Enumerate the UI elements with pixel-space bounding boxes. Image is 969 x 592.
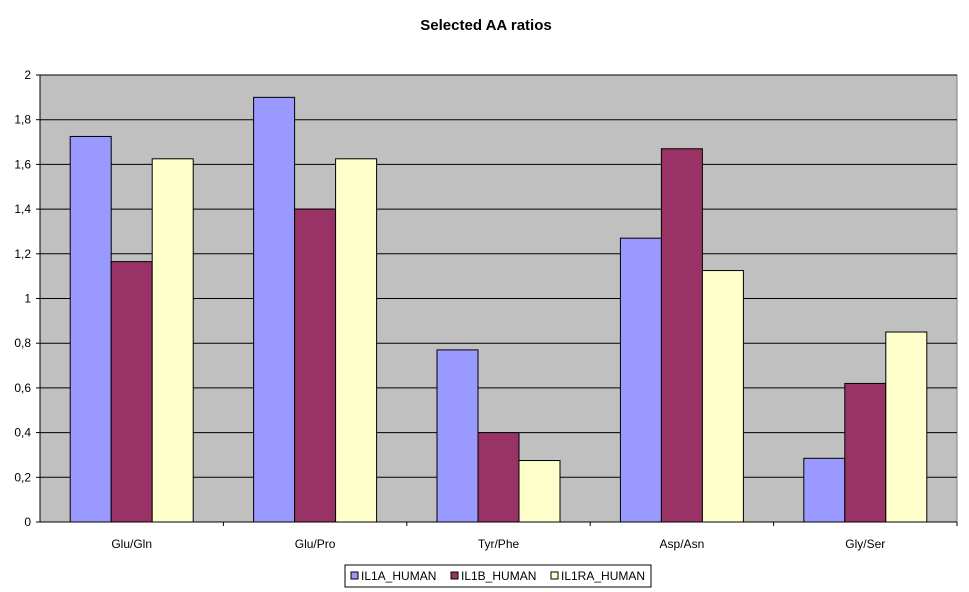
bar-il1a-human-asp-asn bbox=[619, 237, 662, 523]
y-tick-label: 0,8 bbox=[14, 336, 31, 350]
legend-swatch bbox=[450, 571, 459, 580]
bar-il1a-human-tyr-phe bbox=[436, 349, 479, 523]
legend-swatch bbox=[550, 571, 559, 580]
chart-title: Selected AA ratios bbox=[420, 17, 551, 34]
x-category-label: Glu/Pro bbox=[295, 537, 336, 551]
bar-il1ra-human-glu-gln bbox=[151, 158, 194, 523]
y-tick-label: 0,6 bbox=[14, 381, 31, 395]
y-tick-label: 2 bbox=[24, 68, 31, 82]
y-tick-label: 1,8 bbox=[14, 113, 31, 127]
x-category-label: Gly/Ser bbox=[845, 537, 885, 551]
y-tick-label: 1,4 bbox=[14, 202, 31, 216]
bar-il1b-human-glu-gln bbox=[110, 261, 153, 523]
legend-swatch bbox=[350, 571, 359, 580]
bar-il1ra-human-asp-asn bbox=[701, 270, 744, 523]
bar-il1b-human-asp-asn bbox=[660, 148, 703, 523]
y-tick-label: 0,4 bbox=[14, 426, 31, 440]
y-tick-label: 1,6 bbox=[14, 157, 31, 171]
x-category-label: Glu/Gln bbox=[111, 537, 152, 551]
x-category-label: Tyr/Phe bbox=[478, 537, 520, 551]
bar-il1ra-human-gly-ser bbox=[885, 331, 928, 523]
x-category-label: Asp/Asn bbox=[660, 537, 705, 551]
legend-label: IL1B_HUMAN bbox=[461, 569, 536, 583]
bar-il1b-human-glu-pro bbox=[294, 208, 337, 523]
bar-il1b-human-tyr-phe bbox=[477, 432, 520, 523]
y-tick-label: 0 bbox=[24, 515, 31, 529]
y-tick-label: 0,2 bbox=[14, 470, 31, 484]
legend-label: IL1RA_HUMAN bbox=[561, 569, 645, 583]
legend-label: IL1A_HUMAN bbox=[361, 569, 436, 583]
bar-il1b-human-gly-ser bbox=[844, 382, 887, 523]
bar-il1a-human-glu-gln bbox=[69, 135, 112, 523]
bar-il1a-human-glu-pro bbox=[253, 96, 296, 523]
legend bbox=[344, 564, 652, 588]
bar-il1ra-human-tyr-phe bbox=[518, 460, 561, 523]
bar-il1ra-human-glu-pro bbox=[335, 158, 378, 523]
bar-il1a-human-gly-ser bbox=[803, 457, 846, 523]
y-tick-label: 1 bbox=[24, 292, 31, 306]
y-tick-label: 1,2 bbox=[14, 247, 31, 261]
